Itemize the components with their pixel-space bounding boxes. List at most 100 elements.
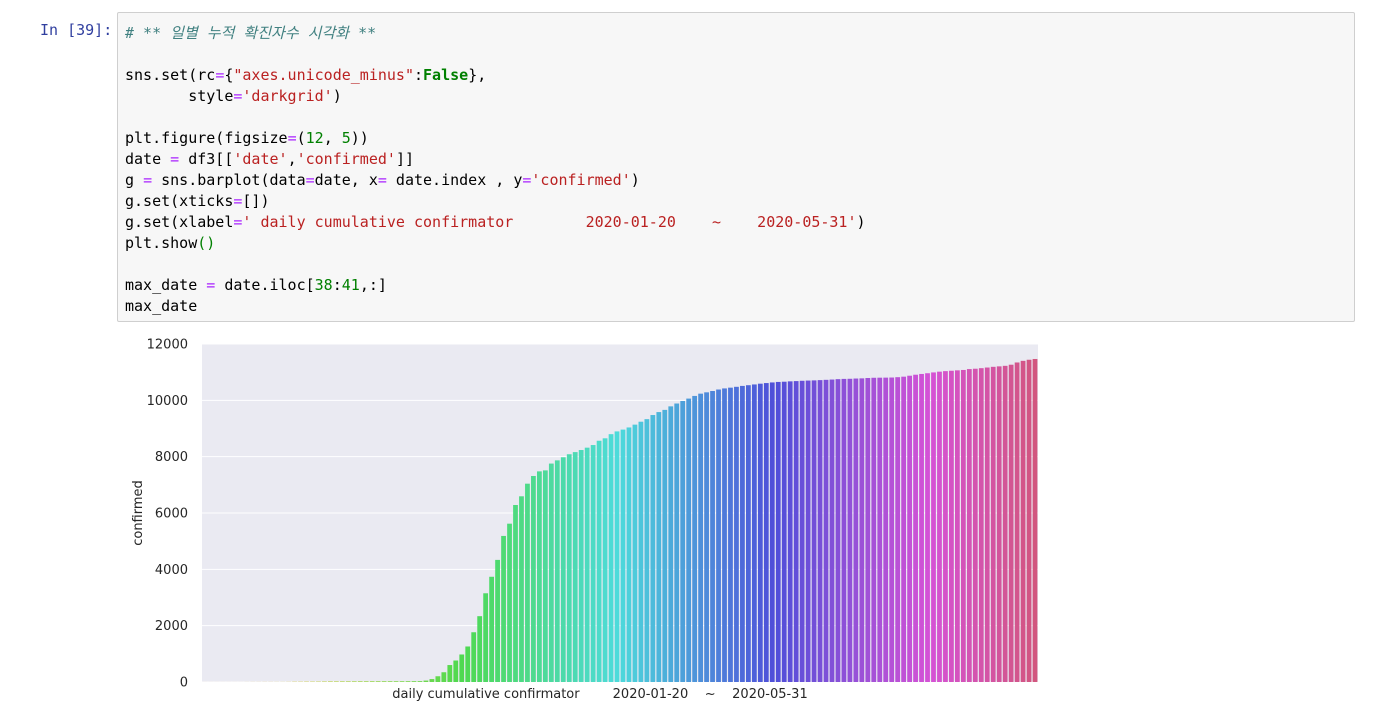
bar (345, 681, 351, 682)
y-tick-label: 10000 (147, 394, 188, 409)
code-token: = (170, 150, 180, 168)
code-token: # ** 일별 누적 확진자수 시각화 ** (125, 24, 377, 42)
bar (859, 378, 865, 682)
code-line (125, 107, 866, 128)
bar (787, 381, 793, 682)
code-token: ' daily cumulative confirmator 2020-01-2… (242, 213, 857, 231)
code-token: = (287, 129, 297, 147)
code-line: # ** 일별 누적 확진자수 시각화 ** (125, 23, 866, 44)
bar (465, 646, 471, 682)
y-axis-label: confirmed (131, 480, 146, 546)
bar (554, 460, 560, 682)
bar (960, 369, 966, 682)
chart-figure: 0 2000 4000 6000 8000 10000 12000 daily cumulat… (120, 330, 1060, 711)
code-token: = (377, 171, 387, 189)
bar (363, 681, 369, 682)
bar (686, 398, 692, 682)
code-editor[interactable]: # ** 일별 누적 확진자수 시각화 ** sns.set(rc={"axes… (125, 23, 866, 317)
code-token: ,:] (359, 276, 387, 294)
bar (620, 429, 626, 682)
bar (757, 383, 763, 682)
bar (692, 395, 698, 682)
bar (716, 389, 721, 682)
code-token: ) (856, 213, 866, 231)
code-line: sns.set(rc={"axes.unicode_minus":False}, (125, 65, 866, 86)
bar (775, 381, 781, 682)
bar (883, 377, 889, 682)
code-token: ) (630, 171, 640, 189)
code-token: () (197, 234, 216, 252)
code-token: sns.set(rc (125, 66, 216, 84)
code-line: max_date = date.iloc[38:41,:] (125, 275, 866, 296)
bar (901, 376, 907, 682)
bar (453, 660, 459, 682)
bar (513, 505, 518, 682)
bar (817, 380, 823, 682)
bar (393, 681, 399, 682)
bar (447, 665, 453, 682)
code-token: g.set(xticks (125, 192, 234, 210)
y-tick-label: 8000 (155, 450, 188, 465)
x-axis-label: daily cumulative confirmator 2020-01-20 … (392, 687, 807, 702)
bar (799, 380, 805, 682)
bar (566, 454, 572, 682)
y-tick-label: 12000 (147, 338, 188, 353)
bar (835, 379, 841, 682)
code-token: "axes.unicode_minus" (233, 66, 414, 84)
bar (405, 681, 411, 682)
bar (632, 424, 638, 682)
code-token: }, (468, 66, 487, 84)
code-line: g.set(xlabel=' daily cumulative confirma… (125, 212, 866, 233)
bar (435, 676, 441, 682)
code-token: = (233, 192, 243, 210)
bar (925, 373, 930, 682)
bar (1020, 360, 1026, 682)
bar (668, 406, 674, 682)
code-token: = (233, 87, 243, 105)
bar (877, 377, 883, 682)
bar (990, 366, 996, 682)
bar (333, 681, 339, 682)
bar (548, 463, 554, 682)
code-token: , (323, 129, 342, 147)
bar (429, 679, 435, 682)
bar (996, 366, 1002, 682)
code-token: []) (242, 192, 270, 210)
cell-prompt: In [39]: (40, 21, 113, 39)
bar (536, 471, 542, 682)
bar (375, 681, 381, 682)
code-token: date, x (314, 171, 378, 189)
code-token: ]] (395, 150, 414, 168)
bar (895, 377, 901, 682)
bar (865, 377, 871, 682)
bar (596, 440, 602, 682)
bar (501, 535, 506, 682)
bar (841, 378, 847, 682)
bar (327, 681, 333, 682)
bar (949, 370, 954, 682)
bar (441, 672, 447, 682)
y-tick-label: 6000 (155, 507, 188, 522)
code-line: plt.figure(figsize=(12, 5)) (125, 128, 866, 149)
bar (1032, 358, 1038, 682)
bar (728, 387, 733, 682)
bar (542, 470, 548, 682)
code-token: 'confirmed' (296, 150, 396, 168)
code-token: sns.barplot(data (152, 171, 306, 189)
bar (602, 438, 608, 682)
bar (662, 409, 668, 682)
bar (626, 427, 632, 682)
bar (369, 681, 375, 682)
bar (907, 375, 913, 682)
bar (638, 421, 644, 682)
bar (674, 403, 680, 682)
bar (805, 380, 811, 682)
bar (519, 496, 524, 682)
code-token: 'darkgrid' (242, 87, 333, 105)
code-token: : (332, 276, 342, 294)
code-token: df3[[ (179, 150, 234, 168)
code-token: max_date (125, 297, 198, 315)
code-cell[interactable]: # ** 일별 누적 확진자수 시각화 ** sns.set(rc={"axes… (117, 12, 1355, 322)
bar (751, 384, 757, 682)
bar (984, 367, 990, 682)
